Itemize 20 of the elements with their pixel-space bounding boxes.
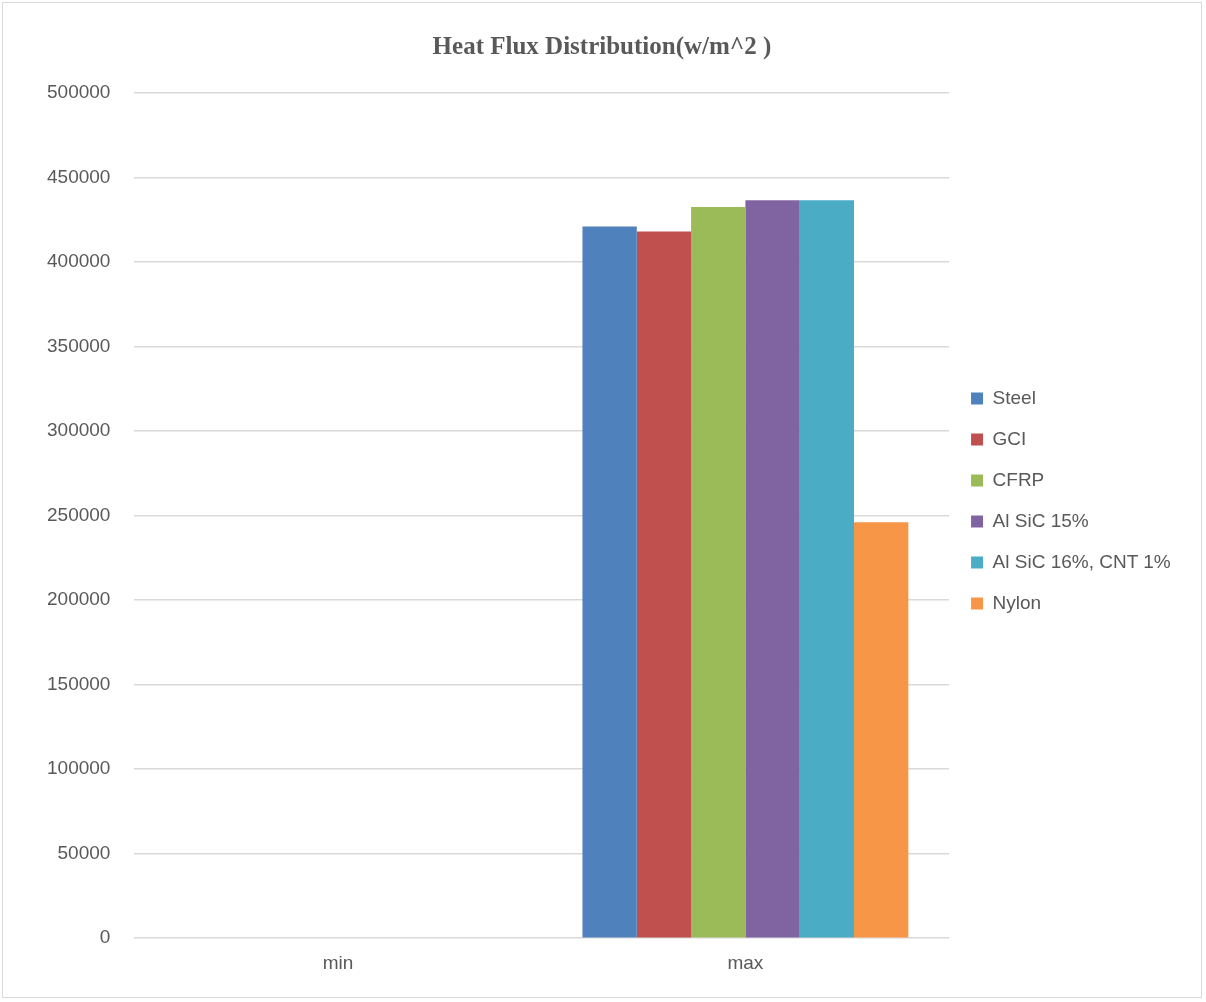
y-tick-label: 50000 [57,841,111,863]
legend-label: Steel [992,386,1036,408]
legend-label: CFRP [992,468,1045,490]
y-tick-label: 150000 [47,672,111,694]
legend-label: GCI [992,427,1027,449]
x-tick-label: max [727,951,764,973]
x-tick-label: min [322,951,354,973]
chart-title: Heat Flux Distribution(w/m^2 ) [432,32,772,61]
y-tick-label: 100000 [47,757,111,779]
y-tick-label: 450000 [47,165,111,187]
y-tick-label: 0 [99,926,111,948]
y-tick-label: 400000 [47,250,111,272]
legend-label: Al SiC 15% [992,509,1089,531]
y-tick-label: 500000 [47,81,111,103]
y-tick-label: 350000 [47,334,111,356]
y-tick-label: 200000 [47,588,111,610]
legend-label: Nylon [992,591,1042,613]
legend-label: Al SiC 16%, CNT 1% [992,550,1171,572]
y-tick-label: 250000 [47,503,111,525]
y-tick-label: 300000 [47,419,111,441]
